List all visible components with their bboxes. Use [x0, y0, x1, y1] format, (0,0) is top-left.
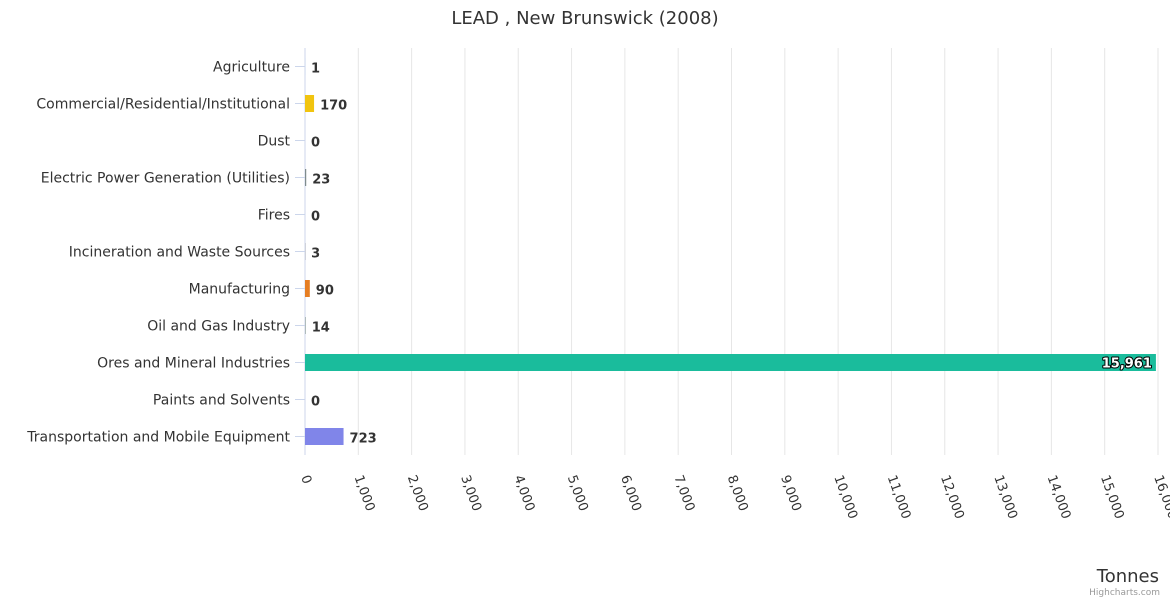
data-label: 1	[311, 62, 320, 77]
category-label: Oil and Gas Industry	[147, 319, 290, 335]
data-label: 0	[311, 136, 320, 151]
labels: Agriculture 1 Commercial/Residential/Insti…	[26, 60, 1153, 447]
value-axis-title: Tonnes	[1096, 566, 1159, 587]
x-tick-label: 2,000	[404, 473, 431, 513]
axes: 0 1,000 2,000 3,000 4,000 5,000 6,000 7,000 8,00…	[295, 48, 1170, 521]
category-label: Transportation and Mobile Equipment	[26, 430, 290, 446]
x-tick-label: 11,000	[884, 473, 914, 521]
x-tick-label: 4,000	[510, 473, 537, 513]
category-label: Commercial/Residential/Institutional	[36, 97, 290, 113]
x-tick-label: 6,000	[617, 473, 644, 513]
category-label: Electric Power Generation (Utilities)	[41, 171, 290, 187]
bar[interactable]	[305, 95, 315, 112]
x-tick-label: 14,000	[1044, 473, 1074, 521]
bars	[305, 58, 1156, 445]
data-label: 15,961	[1102, 357, 1152, 372]
category-label: Incineration and Waste Sources	[69, 245, 290, 261]
x-tick-label: 15,000	[1097, 473, 1127, 521]
data-label: 723	[350, 432, 377, 447]
grid-lines	[357, 48, 1159, 455]
data-label: 0	[311, 395, 320, 410]
x-tick-label: 5,000	[564, 473, 591, 513]
bar[interactable]	[305, 354, 1156, 371]
x-tick-label: 9,000	[777, 473, 804, 513]
chart-title: LEAD , New Brunswick (2008)	[451, 8, 718, 29]
x-tick-label: 0	[297, 473, 314, 486]
bar[interactable]	[305, 169, 307, 186]
x-tick-label: 8,000	[724, 473, 751, 513]
category-label: Manufacturing	[189, 282, 290, 298]
x-tick-label: 10,000	[830, 473, 860, 521]
x-tick-label: 7,000	[670, 473, 697, 513]
x-tick-label: 12,000	[937, 473, 967, 521]
x-tick-label: 1,000	[351, 473, 378, 513]
data-label: 14	[312, 321, 330, 336]
category-label: Paints and Solvents	[153, 393, 290, 409]
bar[interactable]	[305, 428, 344, 445]
data-label: 90	[316, 284, 334, 299]
data-label: 3	[311, 247, 320, 262]
bar[interactable]	[305, 280, 310, 297]
x-tick-label: 16,000	[1150, 473, 1170, 521]
x-tick-label: 13,000	[990, 473, 1020, 521]
credits-link[interactable]: Highcharts.com	[1089, 588, 1160, 598]
data-label: 170	[320, 99, 347, 114]
bar[interactable]	[305, 317, 306, 334]
category-label: Fires	[258, 208, 290, 224]
x-tick-label: 3,000	[457, 473, 484, 513]
data-label: 0	[311, 210, 320, 225]
category-label: Dust	[258, 134, 291, 150]
category-label: Agriculture	[213, 60, 290, 76]
category-label: Ores and Mineral Industries	[97, 356, 290, 372]
data-label: 23	[312, 173, 330, 188]
